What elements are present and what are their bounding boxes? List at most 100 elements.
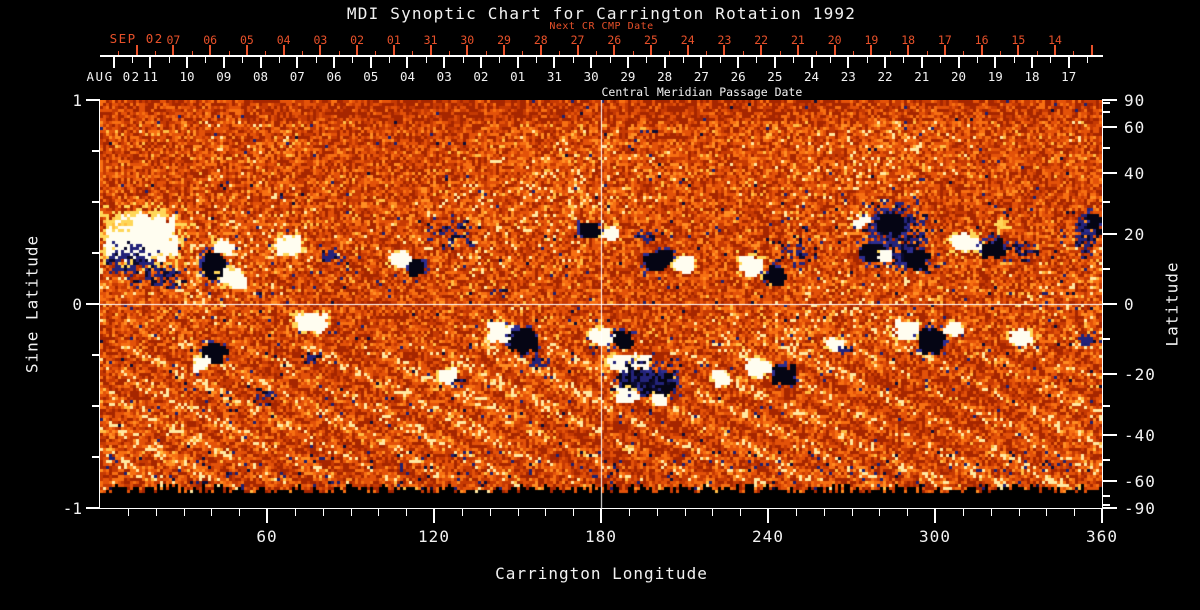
cmp-date-tick-label: 21 <box>914 69 930 84</box>
cmp-date-tick <box>700 57 703 68</box>
longitude-tick-label: 300 <box>919 527 951 546</box>
next-cr-tick <box>503 45 506 57</box>
longitude-minor-tick <box>656 509 658 516</box>
cmp-date-minor-tick <box>425 57 427 63</box>
latitude-minor-tick <box>1103 338 1110 341</box>
longitude-minor-tick <box>211 509 213 516</box>
cmp-date-tick <box>810 57 813 68</box>
cmp-date-tick-label: 18 <box>1024 69 1040 84</box>
cmp-date-tick <box>737 57 740 68</box>
cmp-date-tick <box>773 57 776 68</box>
cmp-date-tick <box>333 57 335 68</box>
sine-latitude-tick-label: 1 <box>72 91 82 110</box>
next-cr-tick-label: 29 <box>497 33 511 47</box>
next-cr-tick <box>686 45 689 57</box>
latitude-tick <box>1103 303 1117 305</box>
cmp-date-minor-tick <box>242 57 244 63</box>
next-cr-tick <box>723 45 726 57</box>
longitude-tick <box>266 509 268 523</box>
cmp-date-tick-label: 08 <box>253 69 269 84</box>
latitude-tick-label: -60 <box>1124 471 1156 491</box>
next-cr-minor-tick <box>559 51 561 57</box>
longitude-minor-tick <box>183 509 185 516</box>
latitude-minor-tick <box>1103 111 1110 114</box>
longitude-tick-label: 360 <box>1086 527 1118 546</box>
cmp-date-minor-tick <box>205 57 207 63</box>
cmp-date-minor-tick <box>609 57 611 63</box>
next-cr-tick <box>392 45 395 57</box>
next-cr-tick <box>539 45 542 57</box>
cmp-date-tick <box>479 57 482 68</box>
next-cr-minor-tick <box>779 51 781 57</box>
latitude-tick-label: 0 <box>1124 295 1135 314</box>
longitude-minor-tick <box>684 509 686 516</box>
longitude-minor-tick <box>712 509 714 516</box>
cmp-date-minor-tick <box>352 57 354 63</box>
next-cr-minor-tick <box>412 51 414 57</box>
next-cr-tick-label: 03 <box>313 33 328 47</box>
longitude-tick-label: 120 <box>418 527 450 546</box>
next-cr-tick <box>1054 45 1057 57</box>
cmp-date-tick <box>957 57 960 68</box>
cmp-date-tick <box>296 57 299 68</box>
next-cr-tick-label: 27 <box>570 33 585 47</box>
next-cr-tick <box>576 45 579 57</box>
next-cr-tick-label: 24 <box>680 33 695 47</box>
next-cr-tick-label: 23 <box>717 33 732 47</box>
longitude-minor-tick <box>823 509 825 516</box>
cmp-date-tick <box>186 57 189 68</box>
longitude-minor-tick <box>1046 509 1048 516</box>
cmp-date-tick-label: 05 <box>363 69 379 84</box>
cmp-date-tick-label: 20 <box>950 69 967 84</box>
next-cr-tick <box>466 45 469 57</box>
next-cr-minor-tick <box>669 51 671 57</box>
longitude-minor-tick <box>962 509 964 516</box>
next-cr-tick-label: 15 <box>1011 33 1026 47</box>
cmp-date-tick <box>443 57 446 68</box>
next-cr-minor-tick <box>448 51 450 57</box>
sine-latitude-minor-tick <box>92 456 100 458</box>
cmp-date-minor-tick <box>168 57 170 63</box>
longitude-minor-tick <box>740 509 742 516</box>
cmp-date-minor-tick <box>1087 57 1089 63</box>
latitude-tick-label: 90 <box>1124 91 1146 110</box>
latitude-minor-tick <box>1103 494 1110 497</box>
cmp-date-minor-tick <box>829 57 831 63</box>
next-cr-tick <box>833 45 836 57</box>
latitude-tick <box>1103 171 1117 174</box>
longitude-tick-label: 180 <box>585 527 617 546</box>
next-cr-tick-label: 16 <box>974 33 989 47</box>
next-cr-tick <box>980 45 983 57</box>
latitude-tick <box>1103 434 1117 437</box>
cmp-date-tick <box>994 57 997 68</box>
next-cr-tick <box>209 45 212 57</box>
longitude-tick-label: 60 <box>256 527 278 546</box>
cmp-date-minor-tick <box>499 57 501 63</box>
cmp-date-tick <box>516 57 519 68</box>
next-cr-minor-tick <box>632 51 634 57</box>
next-cr-minor-tick <box>742 51 744 57</box>
cmp-date-minor-tick <box>1013 57 1015 63</box>
longitude-minor-tick <box>851 509 853 516</box>
longitude-minor-tick <box>573 509 575 516</box>
cmp-date-tick-label: 23 <box>840 69 856 84</box>
latitude-minor-tick <box>1103 503 1110 506</box>
next-cr-tick <box>760 45 763 57</box>
next-cr-minor-tick <box>853 51 855 57</box>
cmp-date-minor-tick <box>682 57 684 63</box>
cmp-date-tick-label: 24 <box>804 69 820 84</box>
cmp-date-tick-label: 06 <box>326 69 342 84</box>
longitude-tick <box>1101 509 1103 523</box>
next-cr-minor-tick <box>228 51 230 57</box>
next-cr-tick-label: 07 <box>166 33 181 47</box>
longitude-minor-tick <box>322 509 324 516</box>
next-cr-tick-label: 04 <box>276 33 291 47</box>
longitude-minor-tick <box>489 509 491 516</box>
cmp-date-tick-label: 22 <box>877 69 893 84</box>
longitude-minor-tick <box>990 509 992 516</box>
sine-latitude-tick <box>86 303 100 305</box>
cmp-date-tick-label: 10 <box>179 69 195 84</box>
cmp-date-minor-tick <box>389 57 391 63</box>
sine-latitude-minor-tick <box>92 150 100 152</box>
cmp-date-tick <box>847 57 850 68</box>
